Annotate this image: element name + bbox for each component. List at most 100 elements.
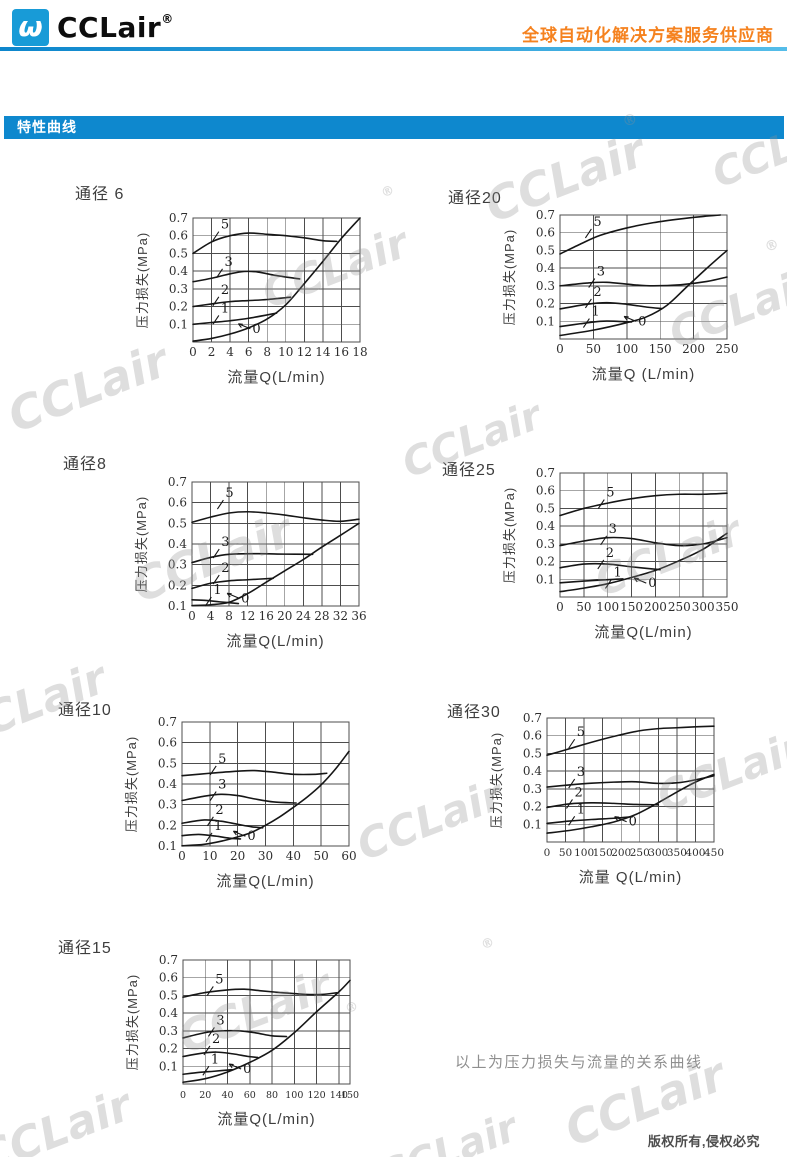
plot-border <box>191 481 360 607</box>
x-tick-label: 150 <box>341 1090 359 1101</box>
x-axis-title: 流量Q(L/min) <box>217 1111 315 1128</box>
y-tick-label: 0.4 <box>159 1006 178 1020</box>
y-tick-label: 0.7 <box>536 466 555 480</box>
x-tick-label: 28 <box>314 609 329 623</box>
x-tick-label: 4 <box>207 609 215 623</box>
watermark-text: ® <box>479 934 497 954</box>
y-tick-label: 0.4 <box>168 537 187 551</box>
curve-label-5: 5 <box>218 752 226 767</box>
x-tick-label: 50 <box>586 342 601 356</box>
curve-label-0: 0 <box>247 829 255 844</box>
registered-mark: ® <box>161 12 174 26</box>
label-leader <box>597 559 605 570</box>
brand-text: CCLair <box>57 11 162 44</box>
curve-label-2: 2 <box>574 785 582 800</box>
curve-label-2: 2 <box>221 283 229 298</box>
y-tick-label: 0.4 <box>536 519 555 533</box>
y-tick-label: 0.2 <box>168 578 187 592</box>
y-tick-label: 0.3 <box>523 782 542 796</box>
y-tick-label: 0.2 <box>158 818 177 832</box>
y-axis-title: 压力损失(MPa) <box>489 732 504 828</box>
curve-2 <box>181 819 264 829</box>
x-tick-label: 40 <box>286 849 301 863</box>
cclair-logo-icon: ω <box>18 10 43 43</box>
grid <box>192 217 361 343</box>
watermark-text: CCLair <box>372 1104 524 1157</box>
x-tick-label: 0 <box>180 1090 186 1101</box>
y-tick-label: 0.6 <box>523 729 542 743</box>
y-tick-label: 0.2 <box>536 297 555 311</box>
summary-note: 以上为压力损失与流量的关系曲线 <box>455 1054 703 1071</box>
copyright-notice: 版权所有,侵权必究 <box>647 1134 760 1149</box>
chart-title-d6: 通径 6 <box>75 186 125 203</box>
x-tick-label: 100 <box>285 1090 303 1101</box>
curve-label-5: 5 <box>593 215 601 230</box>
x-tick-label: 100 <box>574 847 594 859</box>
x-tick-label: 2 <box>208 345 216 359</box>
y-tick-label: 0.4 <box>523 764 542 778</box>
x-tick-label: 0 <box>556 342 564 356</box>
y-tick-label: 0.3 <box>158 798 177 812</box>
label-leader <box>206 816 214 827</box>
grid <box>181 721 350 847</box>
chart-d8: 0.10.20.30.40.50.60.70 4 8 12 16 20 24 28 32 3653… <box>134 475 367 650</box>
y-tick-label: 0.4 <box>169 264 188 278</box>
curve-2 <box>182 1051 259 1059</box>
curve-label-5: 5 <box>577 725 585 740</box>
curve-2 <box>559 301 663 310</box>
chart-d10: 0.10.20.30.40.50.60.70 10 20 30 40 50 6053210流… <box>124 715 357 890</box>
curve-label-1: 1 <box>214 819 222 834</box>
x-tick-label: 300 <box>692 600 715 614</box>
cclair-logo: ω <box>12 9 49 46</box>
curve-label-0: 0 <box>648 576 656 591</box>
curve-3 <box>559 536 728 547</box>
chart-title-d8: 通径8 <box>63 456 107 473</box>
label-leader <box>614 816 627 823</box>
label-leader <box>206 986 214 996</box>
x-tick-label: 80 <box>266 1090 278 1101</box>
x-tick-label: 60 <box>341 849 356 863</box>
x-tick-label: 200 <box>644 600 667 614</box>
chart-title-d15: 通径15 <box>58 940 112 957</box>
x-tick-label: 250 <box>716 342 739 356</box>
x-tick-label: 20 <box>199 1090 211 1101</box>
brand-name: CCLair® <box>57 11 174 44</box>
label-arrow <box>237 323 243 328</box>
curve-1 <box>182 1068 233 1076</box>
x-tick-label: 6 <box>245 345 253 359</box>
curve-0 <box>181 750 350 847</box>
label-leader <box>568 778 576 789</box>
y-tick-label: 0.3 <box>159 1024 178 1038</box>
curve-5 <box>182 988 338 998</box>
curve-label-2: 2 <box>215 803 223 818</box>
label-leader <box>568 738 576 749</box>
y-axis-title: 压力损失(MPa) <box>124 736 139 832</box>
chart-d20: 0.1 0.2 0.3 0.4 0.5 0.6 0.7 0 50 100 150 200 250 5 3 2 1… <box>502 208 739 383</box>
y-axis-title: 压力损失(MPa) <box>502 487 517 583</box>
x-tick-label: 150 <box>620 600 643 614</box>
curve-label-1: 1 <box>213 583 221 598</box>
curve-1 <box>559 320 633 328</box>
y-tick-label: 0.1 <box>536 314 555 328</box>
curve-1 <box>192 312 278 326</box>
y-tick-label: 0.4 <box>158 777 177 791</box>
watermark-text: ® <box>379 182 397 202</box>
label-leader <box>212 231 220 241</box>
label-leader <box>582 318 590 328</box>
x-axis-title: 流量Q(L/min) <box>216 873 314 890</box>
label-leader <box>228 1063 242 1070</box>
curve-0 <box>182 979 351 1084</box>
label-leader <box>216 268 224 279</box>
y-tick-label: 0.6 <box>169 229 188 243</box>
x-tick-label: 32 <box>333 609 348 623</box>
grid <box>559 472 728 598</box>
section-title: 特性曲线 <box>17 119 77 135</box>
curve-2 <box>546 802 660 809</box>
chart-title-d20: 通径20 <box>448 190 502 207</box>
y-tick-label: 0.3 <box>168 558 187 572</box>
y-tick-label: 0.6 <box>168 496 187 510</box>
curve-label-3: 3 <box>597 265 605 280</box>
label-arrow <box>232 830 238 836</box>
x-tick-label: 4 <box>226 345 234 359</box>
